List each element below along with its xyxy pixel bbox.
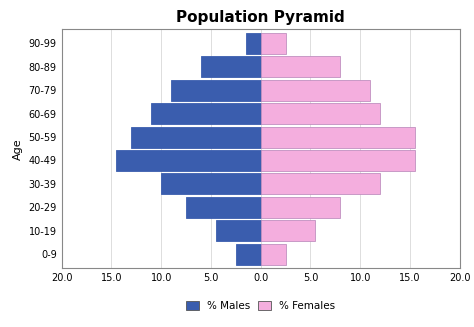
- Y-axis label: Age: Age: [13, 138, 23, 160]
- Bar: [246, 33, 261, 54]
- Bar: [261, 103, 380, 124]
- Bar: [261, 127, 415, 147]
- Bar: [171, 80, 261, 101]
- Bar: [186, 197, 261, 218]
- Bar: [261, 220, 316, 241]
- Bar: [201, 56, 261, 77]
- Bar: [236, 244, 261, 265]
- Bar: [261, 56, 340, 77]
- Bar: [161, 173, 261, 195]
- Bar: [261, 173, 380, 195]
- Bar: [261, 33, 285, 54]
- Title: Population Pyramid: Population Pyramid: [176, 10, 345, 26]
- Bar: [131, 127, 261, 147]
- Bar: [216, 220, 261, 241]
- Bar: [261, 244, 285, 265]
- Bar: [261, 80, 370, 101]
- Bar: [261, 197, 340, 218]
- Bar: [151, 103, 261, 124]
- Bar: [116, 150, 261, 171]
- Bar: [261, 150, 415, 171]
- Legend: % Males, % Females: % Males, % Females: [182, 297, 339, 316]
